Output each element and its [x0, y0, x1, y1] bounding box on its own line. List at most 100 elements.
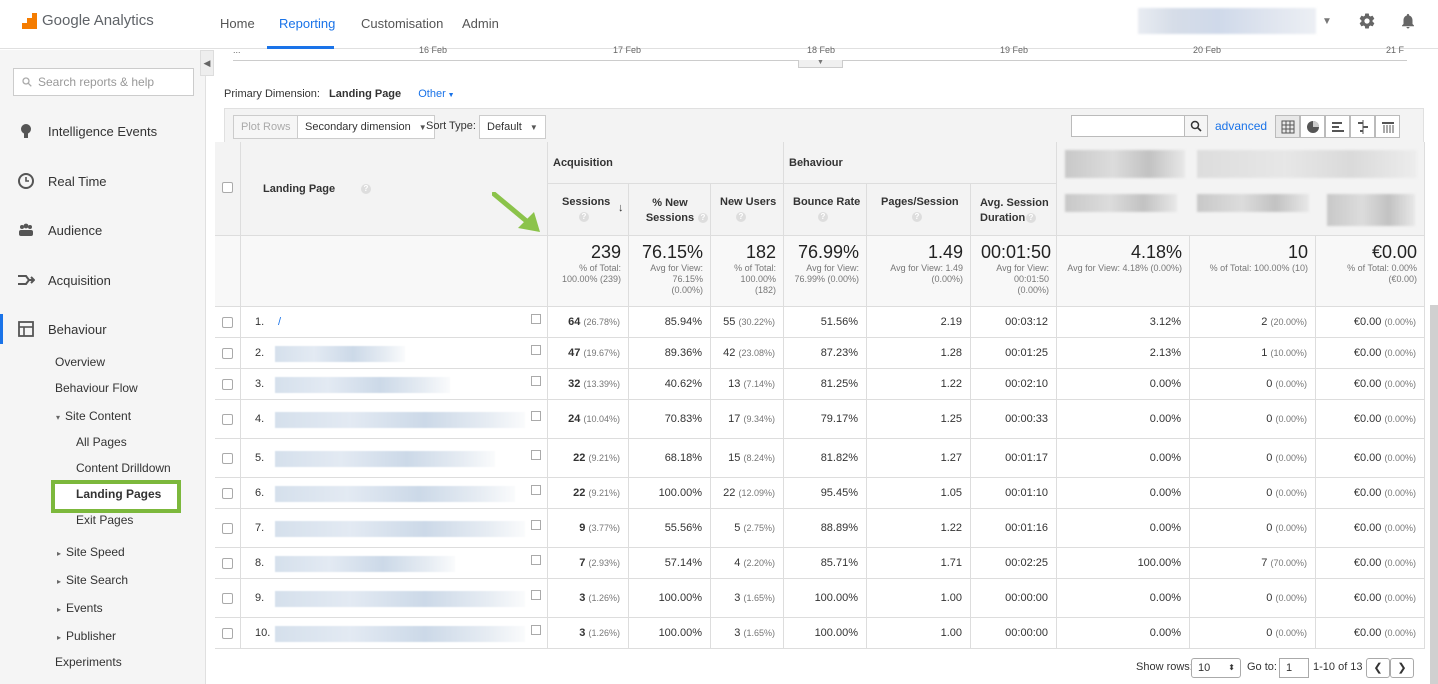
sidebar-item-real-time[interactable]: Real Time: [0, 166, 206, 196]
open-page-icon[interactable]: [531, 555, 541, 565]
open-page-icon[interactable]: [531, 590, 541, 600]
row-checkbox[interactable]: [222, 453, 233, 464]
chart-toggle-tab[interactable]: ▼: [798, 59, 843, 68]
nav-home[interactable]: Home: [220, 16, 255, 31]
sidebar-item-audience[interactable]: Audience: [0, 215, 206, 245]
row-checkbox[interactable]: [222, 348, 233, 359]
help-icon[interactable]: ?: [698, 213, 708, 223]
sidebar-sub-site-search[interactable]: ▸ Site Search: [57, 573, 128, 587]
notifications-bell-icon[interactable]: [1399, 12, 1417, 30]
redacted-landing-page[interactable]: [275, 377, 450, 393]
chevron-down-icon[interactable]: ▼: [1322, 16, 1332, 27]
go-to-label: Go to:: [1247, 661, 1277, 673]
sidebar-sub-landing-pages[interactable]: Landing Pages: [76, 487, 162, 501]
nav-customisation[interactable]: Customisation: [361, 16, 444, 31]
sidebar-sub-all-pages[interactable]: All Pages: [76, 435, 127, 449]
landing-page-link[interactable]: /: [278, 316, 282, 328]
table-filter-search-button[interactable]: [1184, 115, 1208, 137]
redacted-landing-page[interactable]: [275, 521, 525, 537]
row-checkbox[interactable]: [222, 628, 233, 639]
sidebar-item-behaviour[interactable]: Behaviour: [0, 314, 206, 344]
primary-dimension-value[interactable]: Landing Page: [329, 88, 402, 100]
help-icon[interactable]: ?: [1026, 213, 1036, 223]
gear-icon[interactable]: [1358, 12, 1376, 30]
secondary-dimension-dropdown[interactable]: Secondary dimension ▼: [297, 115, 435, 139]
view-table-button[interactable]: [1275, 115, 1300, 138]
primary-dimension-other[interactable]: Other: [418, 88, 446, 100]
cell-value: 85.94%: [664, 316, 702, 328]
row-checkbox[interactable]: [222, 317, 233, 328]
open-page-icon[interactable]: [531, 411, 541, 421]
open-page-icon[interactable]: [531, 376, 541, 386]
sidebar-sub-experiments[interactable]: Experiments: [55, 655, 122, 669]
sidebar-sub-events[interactable]: ▸ Events: [57, 601, 103, 615]
sidebar-sub-site-speed[interactable]: ▸ Site Speed: [57, 545, 125, 559]
sort-type-dropdown[interactable]: Default ▼: [479, 115, 546, 139]
sidebar-sub-content-drilldown[interactable]: Content Drilldown: [76, 461, 171, 475]
redacted-landing-page[interactable]: [275, 412, 525, 428]
redacted-landing-page[interactable]: [275, 486, 515, 502]
row-checkbox[interactable]: [222, 523, 233, 534]
cell-percent: (0.00%): [1384, 488, 1416, 498]
axis-tick: 19 Feb: [1000, 45, 1029, 55]
account-selector[interactable]: [1138, 8, 1316, 34]
sidebar-sub-overview[interactable]: Overview: [55, 355, 106, 369]
open-page-icon[interactable]: [531, 314, 541, 324]
go-to-input[interactable]: 1: [1279, 658, 1309, 678]
redacted-landing-page[interactable]: [275, 591, 525, 607]
show-rows-label: Show rows:: [1136, 661, 1193, 673]
sidebar-sub-publisher[interactable]: ▸ Publisher: [57, 629, 116, 643]
open-page-icon[interactable]: [531, 450, 541, 460]
help-icon[interactable]: ?: [736, 212, 746, 222]
view-pivot-button[interactable]: [1375, 115, 1400, 138]
sidebar-sub-site-content[interactable]: ▾ Site Content: [56, 409, 131, 423]
google-analytics-logo[interactable]: Google Analytics: [22, 12, 154, 29]
new-users-cell: 13 (7.14%): [711, 369, 784, 400]
advanced-filter-link[interactable]: advanced: [1215, 119, 1268, 133]
open-page-icon[interactable]: [531, 520, 541, 530]
header-sessions[interactable]: Sessions ↓ ?: [548, 184, 629, 236]
sidebar-sub-exit-pages[interactable]: Exit Pages: [76, 513, 134, 527]
next-page-button[interactable]: ❯: [1390, 658, 1414, 678]
header-pages-session[interactable]: Pages/Session ?: [867, 184, 971, 236]
help-icon[interactable]: ?: [579, 212, 589, 222]
header-avg-session-duration[interactable]: Avg. Session Duration ?: [971, 184, 1057, 236]
redacted-landing-page[interactable]: [275, 626, 525, 642]
help-icon[interactable]: ?: [361, 184, 371, 194]
open-page-icon[interactable]: [531, 345, 541, 355]
search-input[interactable]: Search reports & help: [13, 68, 194, 96]
previous-page-button[interactable]: ❮: [1366, 658, 1390, 678]
redacted-landing-page[interactable]: [275, 451, 495, 467]
row-checkbox[interactable]: [222, 488, 233, 499]
open-page-icon[interactable]: [531, 485, 541, 495]
row-checkbox[interactable]: [222, 414, 233, 425]
redacted-landing-page[interactable]: [275, 556, 455, 572]
collapse-sidebar-button[interactable]: ◀: [200, 50, 214, 76]
sidebar-item-intelligence-events[interactable]: Intelligence Events: [0, 116, 206, 146]
vertical-scrollbar[interactable]: [1430, 305, 1438, 684]
plot-rows-button[interactable]: Plot Rows: [233, 115, 299, 139]
row-checkbox[interactable]: [222, 593, 233, 604]
redacted-landing-page[interactable]: [275, 346, 405, 362]
select-all-checkbox[interactable]: [222, 182, 233, 193]
new-sessions-cell: 70.83%: [629, 400, 711, 439]
help-icon[interactable]: ?: [912, 212, 922, 222]
sidebar-sub-behaviour-flow[interactable]: Behaviour Flow: [55, 381, 138, 395]
view-performance-button[interactable]: [1325, 115, 1350, 138]
view-comparison-button[interactable]: [1350, 115, 1375, 138]
help-icon[interactable]: ?: [818, 212, 828, 222]
plot-rows-label: Plot Rows: [241, 121, 291, 133]
nav-admin[interactable]: Admin: [462, 16, 499, 31]
nav-reporting[interactable]: Reporting: [279, 16, 336, 31]
sidebar-item-acquisition[interactable]: Acquisition: [0, 265, 206, 295]
open-page-icon[interactable]: [531, 625, 541, 635]
header-new-users[interactable]: New Users ?: [711, 184, 784, 236]
total-pages-session: 1.49 Avg for View: 1.49 (0.00%): [867, 236, 971, 307]
show-rows-select[interactable]: 10 ⬍: [1191, 658, 1241, 678]
header-bounce-rate[interactable]: Bounce Rate ?: [784, 184, 867, 236]
view-pie-button[interactable]: [1300, 115, 1325, 138]
row-checkbox[interactable]: [222, 558, 233, 569]
header-new-sessions[interactable]: % New Sessions ?: [629, 184, 711, 236]
header-landing-page[interactable]: Landing Page ?: [241, 142, 548, 236]
row-checkbox[interactable]: [222, 379, 233, 390]
